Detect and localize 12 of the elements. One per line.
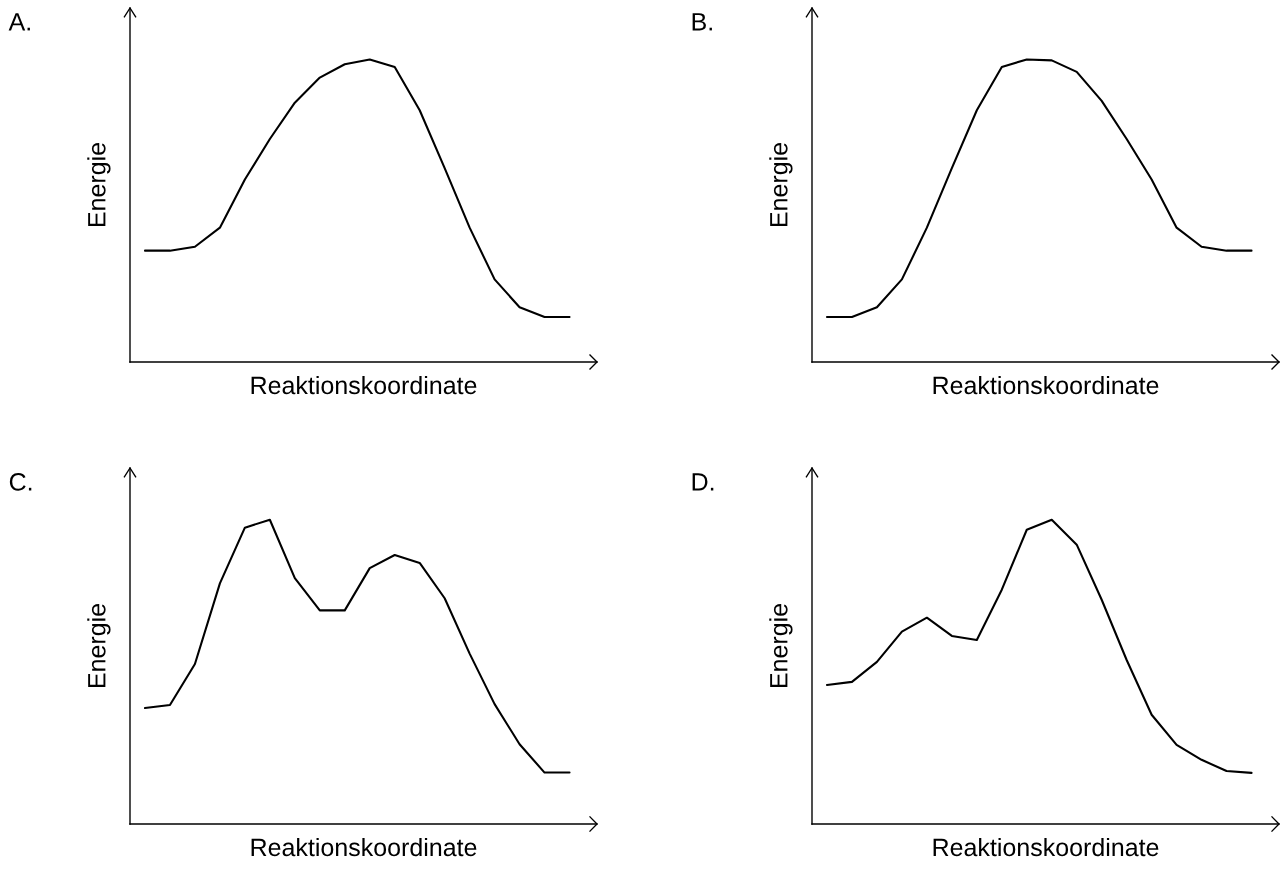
x-axis-title: Reaktionskoordinate — [251, 375, 477, 395]
x-axis-title: Reaktionskoordinate — [251, 837, 477, 857]
chart-title: C. — [9, 473, 32, 491]
x-axis-title: Reaktionskoordinate — [933, 837, 1159, 857]
y-axis-title: Energie — [87, 604, 111, 688]
chart-title: A. — [8, 13, 30, 31]
chart-title: D. — [692, 473, 714, 491]
x-axis-title: Reaktionskoordinate — [933, 375, 1159, 395]
y-axis-title: Energie — [769, 604, 793, 688]
y-axis-title: Energie — [87, 143, 111, 227]
chart-title: B. — [692, 13, 712, 31]
y-axis-title: Energie — [769, 143, 793, 227]
